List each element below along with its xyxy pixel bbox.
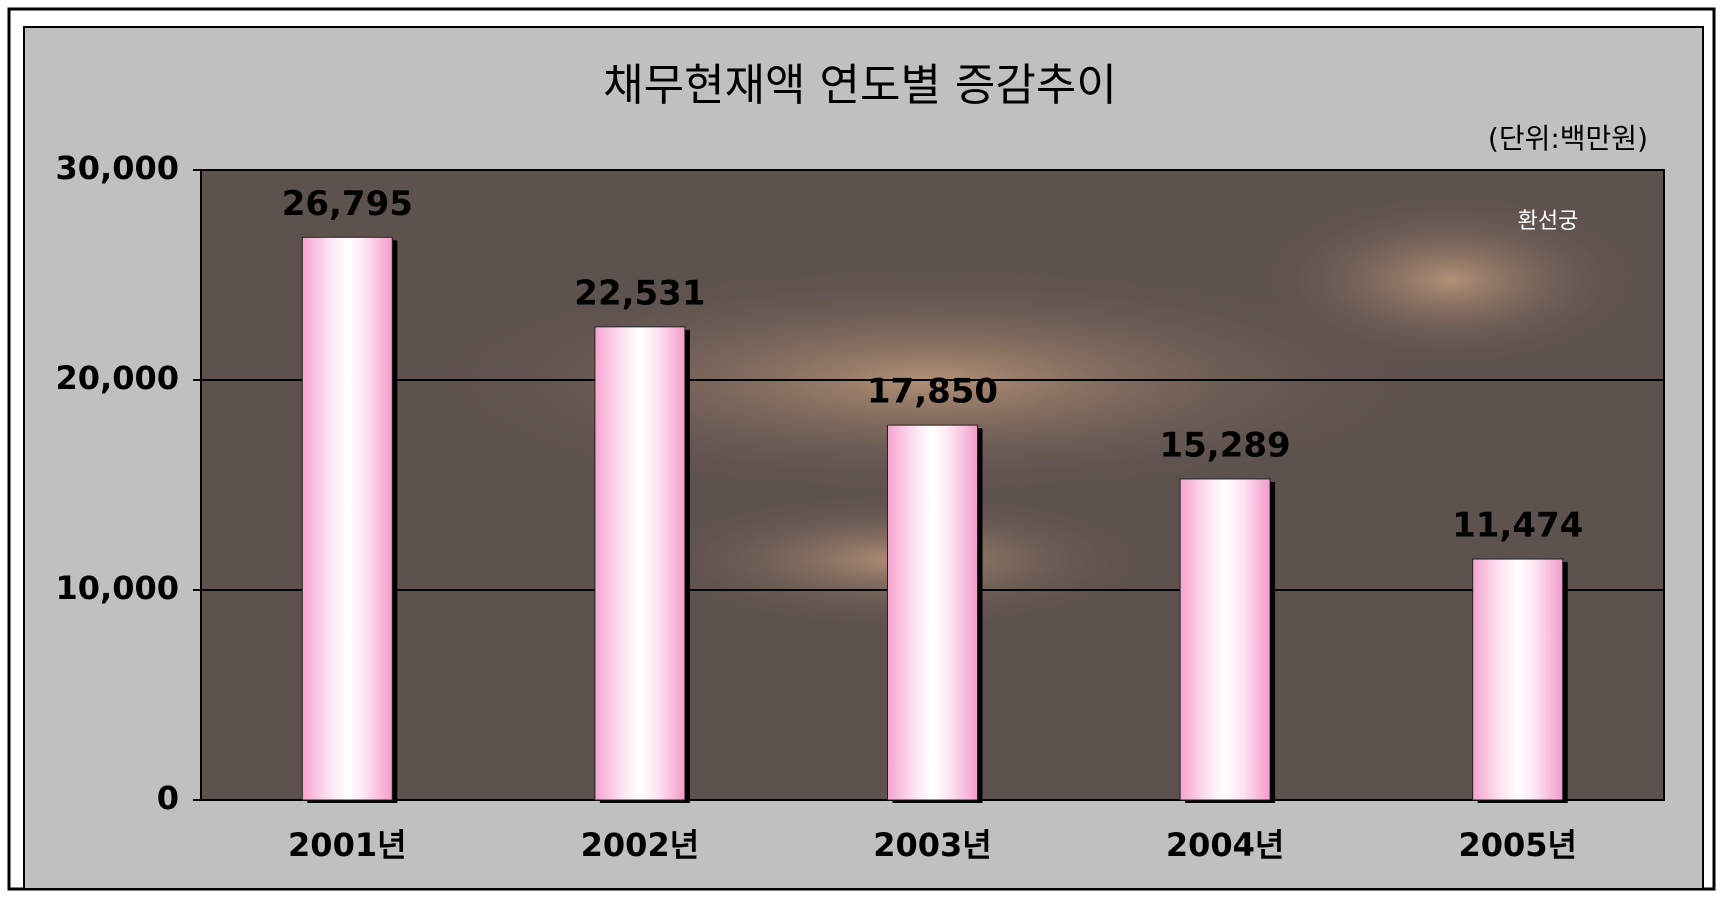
value-label: 15,289 — [1159, 425, 1290, 465]
x-tick-label: 2003년 — [873, 826, 992, 864]
x-tick-label: 2005년 — [1458, 826, 1577, 864]
unit-label: (단위:백만원) — [1488, 122, 1648, 155]
y-tick-label: 10,000 — [56, 569, 179, 607]
bar — [887, 424, 978, 801]
value-label: 17,850 — [867, 372, 998, 412]
chart-title: 채무현재액 연도별 증감추이 — [603, 60, 1117, 111]
value-label: 22,531 — [574, 273, 705, 313]
bar — [594, 326, 686, 801]
bar — [1179, 478, 1271, 801]
bar — [301, 236, 393, 801]
x-tick-label: 2002년 — [581, 826, 700, 864]
x-tick-label: 2001년 — [288, 826, 407, 864]
value-label: 26,795 — [282, 184, 413, 224]
value-label: 11,474 — [1452, 506, 1583, 546]
y-tick-label: 30,000 — [56, 149, 179, 187]
bar — [1472, 558, 1564, 801]
x-tick-label: 2004년 — [1166, 826, 1285, 864]
y-tick-label: 0 — [157, 779, 179, 817]
y-tick-label: 20,000 — [56, 359, 179, 397]
annotation: 환선궁 — [1518, 209, 1579, 234]
photo-glow — [1250, 190, 1650, 370]
